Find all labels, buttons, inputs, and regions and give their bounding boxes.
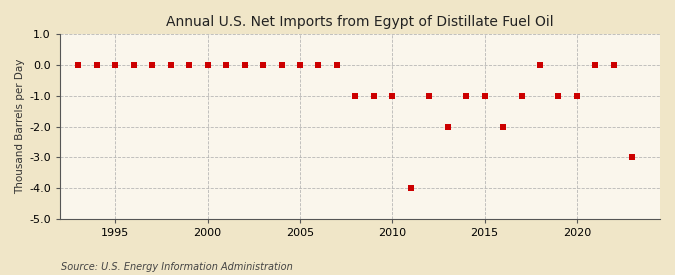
Y-axis label: Thousand Barrels per Day: Thousand Barrels per Day — [15, 59, 25, 194]
Text: Source: U.S. Energy Information Administration: Source: U.S. Energy Information Administ… — [61, 262, 292, 272]
Title: Annual U.S. Net Imports from Egypt of Distillate Fuel Oil: Annual U.S. Net Imports from Egypt of Di… — [166, 15, 554, 29]
